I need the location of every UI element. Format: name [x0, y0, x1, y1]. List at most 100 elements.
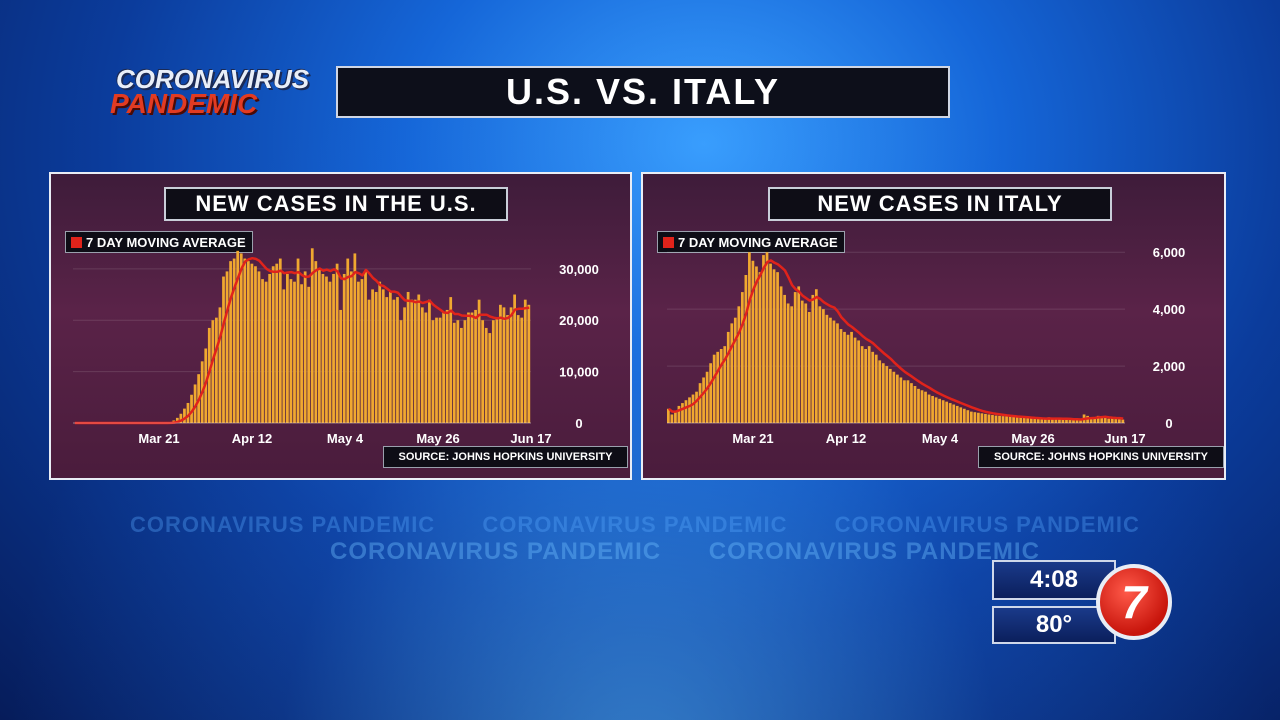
us-bar — [463, 320, 467, 423]
italy-x-tick-label: Apr 12 — [826, 431, 866, 446]
italy-bar — [910, 383, 913, 423]
italy-bar — [871, 351, 875, 423]
italy-bar — [667, 408, 670, 423]
us-bar — [445, 309, 449, 423]
us-bar — [438, 317, 442, 423]
italy-bar — [952, 404, 956, 423]
us-bar — [339, 309, 343, 423]
italy-bar — [860, 346, 864, 423]
italy-y-tick-label: 6,000 — [1153, 245, 1186, 260]
watermark-text: CORONAVIRUS PANDEMIC — [130, 512, 436, 537]
us-bar — [264, 281, 268, 423]
italy-bar — [684, 400, 688, 423]
us-bar — [183, 408, 186, 423]
us-bar — [254, 266, 257, 423]
italy-bar — [977, 412, 980, 423]
italy-bar — [769, 263, 772, 423]
italy-cases-chart: 0 2,000 4,000 6,000 Mar 21 Apr 12 May 4 May 26 J… — [667, 245, 1186, 446]
station-bug: 4:08 80° 7 — [992, 560, 1178, 648]
italy-bar — [681, 403, 684, 423]
us-y-tick-label: 30,000 — [559, 262, 599, 277]
us-bar — [257, 271, 261, 423]
italy-bar — [1043, 419, 1047, 423]
us-y-tick-label: 10,000 — [559, 365, 599, 380]
us-moving-average-line — [74, 256, 530, 425]
italy-bar — [885, 366, 889, 423]
italy-bar — [896, 374, 899, 423]
legend-swatch — [71, 236, 82, 248]
us-bar — [452, 322, 456, 423]
us-bar — [229, 261, 232, 424]
italy-bar — [737, 306, 741, 423]
us-bar — [495, 317, 499, 423]
italy-bar — [740, 292, 744, 423]
italy-bar — [1033, 418, 1037, 423]
italy-bar — [991, 415, 994, 423]
italy-bar — [934, 397, 938, 423]
us-bar — [378, 281, 382, 423]
italy-x-tick-label: Jun 17 — [1104, 431, 1145, 446]
watermark-row-bottom: CORONAVIRUS PANDEMIC CORONAVIRUS PANDEMI… — [0, 538, 1280, 566]
italy-bar — [973, 412, 977, 423]
italy-bar — [1100, 417, 1104, 423]
italy-bar — [948, 403, 952, 423]
italy-chart-panel: NEW CASES IN ITALY 7 DAY MOVING AVERAGE … — [641, 172, 1226, 480]
us-bar — [513, 294, 516, 423]
italy-bar — [920, 390, 924, 423]
italy-bar — [913, 386, 917, 423]
us-bar — [243, 258, 247, 423]
us-bar — [413, 299, 417, 423]
italy-bar — [1058, 419, 1061, 423]
italy-bar — [1019, 417, 1023, 423]
italy-bar — [1026, 418, 1030, 423]
italy-bar — [839, 329, 843, 423]
italy-moving-average-line — [668, 259, 1124, 421]
italy-bar — [1107, 418, 1111, 423]
us-x-tick-label: Jun 17 — [510, 431, 551, 446]
italy-bar — [1047, 417, 1051, 423]
italy-bar — [744, 275, 748, 423]
us-bar — [232, 258, 236, 423]
italy-x-tick-label: May 26 — [1011, 431, 1054, 446]
italy-legend: 7 DAY MOVING AVERAGE — [657, 231, 845, 253]
italy-bar — [1117, 419, 1121, 423]
us-x-tick-label: Apr 12 — [232, 431, 272, 446]
channel-7-logo: 7 — [1096, 564, 1172, 640]
logo-line-1: CORONAVIRUS — [116, 64, 310, 94]
italy-bar — [955, 405, 959, 423]
italy-bar — [917, 388, 920, 423]
watermark-text: CORONAVIRUS PANDEMIC — [482, 512, 788, 537]
us-bar — [215, 317, 218, 423]
italy-bar — [969, 411, 973, 423]
show-logo: CORONAVIRUS PANDEMIC — [108, 64, 318, 124]
italy-bar — [888, 368, 892, 423]
italy-bar — [931, 395, 934, 423]
italy-bar — [751, 260, 755, 423]
italy-bar — [822, 309, 825, 423]
italy-bar — [783, 294, 786, 423]
italy-bar — [927, 394, 931, 423]
italy-bar — [677, 405, 681, 423]
italy-bar — [726, 331, 730, 423]
italy-bar — [716, 351, 720, 423]
italy-bar — [748, 252, 751, 423]
us-bar — [467, 312, 470, 423]
us-bar — [442, 312, 445, 423]
us-legend-label: 7 DAY MOVING AVERAGE — [86, 234, 246, 250]
italy-bar — [1029, 418, 1033, 423]
italy-bar — [1008, 416, 1012, 423]
italy-bar — [892, 371, 896, 423]
us-bar — [481, 320, 485, 423]
us-cases-chart: 0 10,000 20,000 30,000 Mar 21 Apr 12 May 4 May … — [73, 248, 599, 446]
italy-bar — [899, 377, 903, 423]
us-bar — [353, 253, 357, 423]
italy-bar — [1001, 416, 1005, 423]
us-bar — [516, 315, 520, 423]
italy-bar — [1121, 419, 1125, 423]
italy-bar — [903, 380, 906, 423]
us-bar — [317, 268, 321, 423]
italy-bar — [1096, 415, 1100, 423]
italy-bar — [857, 340, 860, 423]
italy-bar — [755, 266, 758, 423]
us-bar — [303, 271, 307, 423]
